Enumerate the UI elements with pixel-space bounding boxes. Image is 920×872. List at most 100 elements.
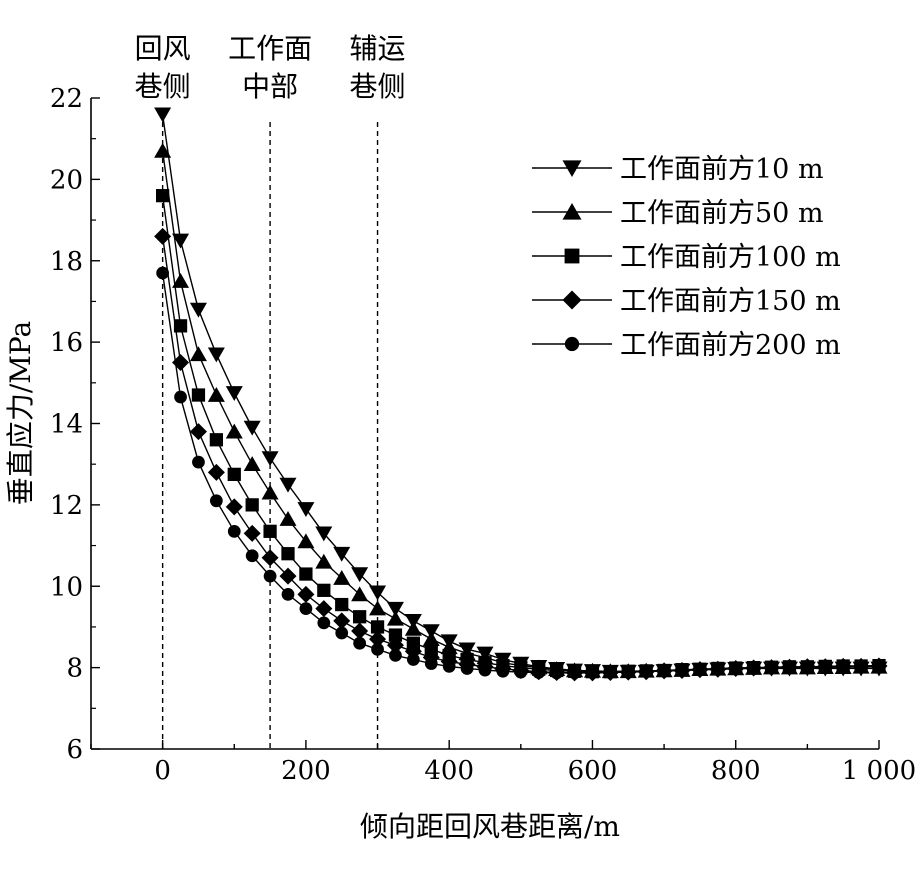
data-point-circle (765, 661, 778, 674)
data-point-circle (550, 666, 564, 680)
data-point-circle (460, 662, 474, 675)
data-point-circle (263, 569, 277, 583)
data-point-circle (514, 665, 528, 679)
data-point-triangle-up (386, 610, 404, 626)
data-point-square (370, 620, 385, 634)
data-point-circle (675, 663, 689, 677)
data-point-circle (783, 660, 796, 674)
legend-entry: 工作面前方10 m (532, 154, 824, 185)
data-point-triangle-down (279, 477, 297, 493)
data-point-square (156, 189, 170, 203)
data-point-triangle-down (261, 451, 279, 467)
data-point-diamond (154, 227, 172, 245)
data-point-diamond (369, 630, 387, 648)
data-point-triangle-up (315, 553, 333, 569)
data-point-circle (568, 666, 581, 680)
data-point-diamond (189, 423, 207, 441)
data-point-diamond (297, 585, 315, 603)
data-point-triangle-up (225, 423, 243, 439)
data-point-circle (693, 663, 707, 677)
data-point-square (263, 524, 277, 538)
y-tick-label: 18 (50, 247, 83, 277)
data-point-circle (281, 588, 295, 601)
data-point-circle (564, 336, 580, 352)
data-point-circle (371, 642, 384, 656)
data-point-circle (406, 653, 420, 666)
data-point-circle (299, 602, 313, 616)
reference-line-label: 回风 (135, 32, 191, 65)
axis-ticks: 6 8 10 12 14 16 18 20 22 0 200 400 600 800 1 000 (50, 84, 916, 786)
x-tick-label: 200 (281, 756, 331, 786)
data-point-triangle-up (189, 346, 207, 362)
data-point-triangle-down (333, 546, 351, 562)
data-point-square (281, 547, 295, 561)
data-point-diamond (562, 290, 582, 310)
legend-entry: 工作面前方150 m (532, 286, 841, 317)
legend-label: 工作面前方100 m (620, 242, 841, 273)
data-point-square (173, 319, 188, 333)
data-point-triangle-up (369, 600, 387, 616)
series-layer (154, 107, 888, 682)
data-point-diamond (351, 622, 369, 640)
y-tick-label: 20 (50, 165, 83, 195)
reference-line-label: 巷侧 (350, 70, 406, 103)
data-point-square (245, 498, 259, 512)
data-point-circle (639, 664, 653, 678)
data-point-triangle-down (189, 302, 207, 318)
data-point-circle (245, 549, 259, 563)
data-point-diamond (261, 549, 279, 567)
data-point-diamond (225, 498, 243, 516)
data-point-triangle-up (261, 484, 279, 500)
data-point-triangle-down (351, 567, 369, 583)
y-tick-label: 14 (50, 410, 83, 440)
data-point-triangle-up (422, 631, 440, 646)
x-tick-label: 1 000 (842, 756, 916, 786)
data-point-triangle-up (351, 586, 369, 602)
data-point-diamond (207, 463, 225, 481)
data-point-triangle-down (297, 502, 315, 518)
data-point-circle (711, 662, 725, 676)
legend-entry: 工作面前方200 m (532, 330, 841, 361)
data-point-diamond (333, 612, 351, 630)
data-point-triangle-up (172, 273, 190, 288)
data-point-circle (586, 666, 599, 679)
data-point-circle (854, 660, 868, 673)
data-point-circle (818, 660, 832, 674)
data-point-square (335, 597, 349, 612)
data-point-circle (335, 626, 349, 640)
data-point-circle (729, 662, 743, 675)
data-point-circle (389, 649, 402, 662)
data-point-triangle-down (369, 585, 387, 601)
reference-line-label: 巷侧 (135, 70, 191, 103)
x-axis-title: 倾向距回风巷距离/m (360, 810, 620, 843)
data-point-circle (192, 455, 205, 469)
data-point-circle (442, 660, 456, 673)
legend: 工作面前方10 m 工作面前方50 m 工作面前方100 m 工作面前方150 m 工作… (532, 154, 841, 361)
data-point-triangle-down (225, 386, 243, 402)
data-point-triangle-down (172, 233, 190, 249)
legend-label: 工作面前方150 m (620, 286, 841, 317)
data-point-circle (800, 660, 814, 674)
data-point-circle (603, 665, 617, 679)
data-point-circle (174, 390, 187, 404)
data-point-triangle-down (207, 347, 225, 363)
data-point-triangle-down (315, 526, 333, 542)
legend-label: 工作面前方200 m (620, 330, 841, 361)
data-point-triangle-down (562, 160, 582, 178)
series-5 (156, 266, 886, 680)
data-point-circle (621, 665, 635, 679)
data-point-triangle-up (279, 511, 297, 526)
y-tick-label: 6 (66, 735, 83, 765)
data-point-triangle-down (386, 601, 404, 617)
reference-line-label: 工作面 (228, 32, 312, 65)
data-point-square (191, 388, 206, 402)
legend-entry: 工作面前方100 m (532, 242, 841, 273)
data-point-circle (496, 664, 510, 678)
data-point-square (299, 567, 313, 581)
data-point-triangle-down (243, 420, 261, 436)
reference-line-label: 中部 (242, 70, 298, 103)
data-point-square (388, 628, 403, 642)
data-point-circle (478, 663, 492, 677)
